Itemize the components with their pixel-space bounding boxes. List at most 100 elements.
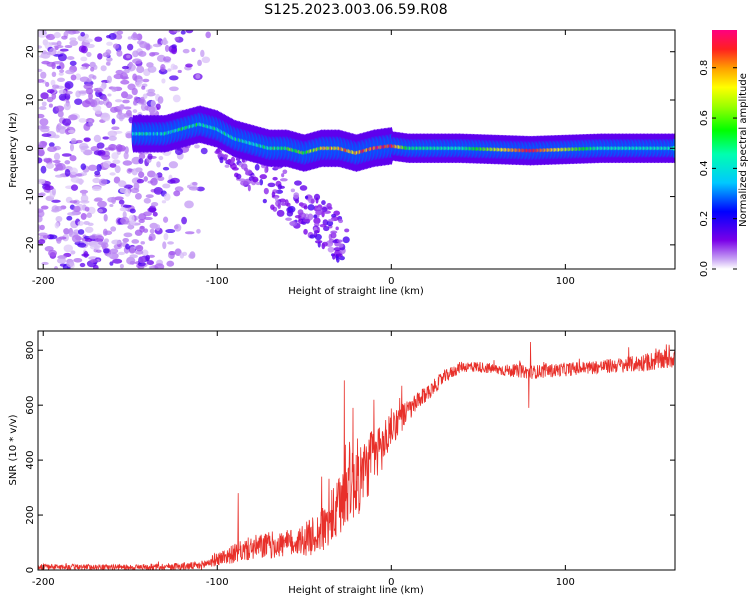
spectrogram-cell — [79, 200, 90, 204]
snr-ytick-label: 400 — [25, 451, 36, 470]
spectrogram-cell — [43, 158, 52, 163]
spectrogram-cell — [143, 211, 152, 217]
spectrogram-ylabel: Frequency (Hz) — [8, 112, 19, 188]
spectrogram-cell — [69, 143, 74, 152]
spectrogram-cell — [106, 75, 112, 84]
spectrogram-cell — [327, 246, 335, 253]
spectrogram-cell — [303, 228, 308, 235]
spectrogram-cell — [280, 202, 287, 206]
spectrogram-cell — [294, 198, 300, 204]
spectrogram-cell — [52, 159, 61, 164]
spectrogram-cell — [93, 198, 101, 202]
spectrogram-cell — [77, 242, 87, 248]
spectrogram-cell — [117, 251, 125, 256]
snr-ylabel: SNR (10 * v/v) — [8, 414, 19, 485]
spectrogram-cell — [55, 105, 65, 112]
spectrogram-cell — [142, 78, 150, 83]
snr-ytick-label: 600 — [25, 396, 36, 415]
spectrogram-cell — [105, 61, 111, 66]
colorbar-tick-label: 0.2 — [699, 211, 710, 227]
spectrogram-cell — [53, 31, 61, 39]
spectrogram-cell — [299, 185, 308, 191]
spectrogram-cell — [326, 202, 332, 209]
spectrogram-cell — [88, 164, 98, 171]
spectrogram-cell — [160, 39, 169, 45]
colorbar-label: Normalized spectral amplitude — [738, 73, 749, 227]
spectrogram-cell — [86, 212, 93, 218]
spectrogram-cell — [73, 257, 83, 263]
spectrogram-cell — [108, 143, 118, 151]
spectrogram-cell — [321, 206, 328, 212]
spectrogram-cell — [138, 256, 146, 264]
spectrogram-cell — [294, 214, 301, 219]
colorbar-tick-label: 0.8 — [699, 60, 710, 76]
spectrogram-cell — [196, 186, 205, 192]
spectrogram-cell — [127, 83, 136, 91]
spectrogram-cell — [64, 169, 71, 177]
spectrogram-cell — [40, 205, 49, 210]
spectrogram-cell — [123, 232, 133, 238]
spectrogram-cell — [38, 30, 48, 38]
spectrogram-cell — [170, 63, 176, 71]
spectrogram-cell — [139, 96, 145, 105]
spectrogram-cell — [106, 254, 113, 258]
spectrogram-cell — [66, 259, 75, 268]
spectrogram-cell — [136, 178, 145, 184]
spectrogram-cell — [114, 99, 123, 103]
spectrogram-cell — [227, 159, 232, 164]
spectrogram-cell — [303, 205, 308, 210]
spectrogram-cell — [164, 44, 170, 53]
spectrogram-cell — [188, 186, 199, 191]
spectrogram-cell — [314, 240, 323, 244]
spectrogram-cell — [151, 201, 159, 207]
spectrogram-cell — [262, 198, 267, 204]
spectrogram-cell — [117, 180, 127, 188]
spectrogram-cell — [38, 113, 45, 119]
spectrogram-cell — [72, 30, 80, 34]
spectrogram-cell — [141, 85, 146, 90]
spectrogram-cell — [344, 228, 350, 233]
spectrogram-cell — [83, 83, 93, 90]
spectrogram-cell — [173, 224, 179, 230]
spectrogram-cell — [59, 69, 65, 73]
spectrogram-cell — [40, 92, 49, 100]
spectrogram-cell — [51, 199, 61, 203]
spectrogram-cell — [169, 75, 179, 81]
spectrogram-cell — [86, 43, 95, 49]
spectrogram-cell — [51, 188, 57, 196]
spectrogram-cell — [55, 215, 63, 223]
spectrogram-cell — [129, 249, 136, 254]
spectrogram-cell — [148, 265, 154, 269]
spectrogram-cell — [148, 105, 156, 114]
spectrogram-cell — [64, 81, 74, 89]
spectrogram-cell — [120, 104, 125, 109]
spectrogram-cell — [240, 180, 248, 186]
spectrogram-cell — [64, 44, 73, 49]
spectrogram-cell — [277, 183, 283, 190]
spectrogram-cell — [69, 60, 77, 66]
spectrogram-xtick-label: -100 — [206, 276, 229, 287]
spectrogram-cell — [47, 234, 58, 240]
spectrogram-cell — [136, 78, 143, 84]
spectrogram-cell — [143, 176, 148, 182]
spectrogram-cell — [195, 73, 201, 79]
spectrogram-cell — [114, 165, 121, 174]
spectrogram-cell — [138, 153, 146, 160]
spectrogram-cell — [326, 220, 334, 227]
spectrogram-cell — [66, 56, 75, 61]
spectrogram-cell — [313, 214, 318, 219]
spectrogram-cell — [160, 64, 166, 72]
spectrogram-cell — [276, 209, 285, 217]
spectrogram-cell — [51, 92, 57, 100]
spectrogram-cell — [174, 36, 180, 41]
spectrogram-cell — [315, 197, 319, 204]
spectrogram-cell — [279, 178, 288, 182]
spectrogram-cell — [147, 65, 157, 73]
spectrogram-cell — [51, 208, 60, 213]
spectrogram-cell — [196, 228, 201, 234]
spectrogram-cell — [132, 109, 138, 114]
spectrogram-cell — [93, 64, 98, 70]
spectrogram-cell — [77, 221, 84, 226]
spectrogram-cell — [67, 212, 77, 216]
spectrogram-cell — [152, 211, 158, 217]
